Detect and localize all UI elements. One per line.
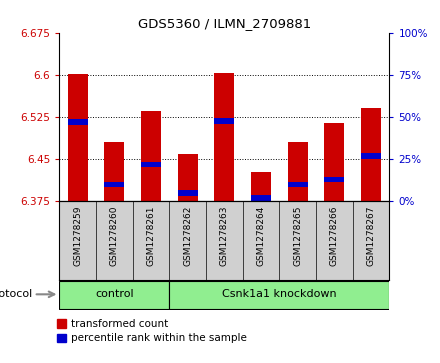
FancyBboxPatch shape (169, 281, 389, 309)
Legend: transformed count, percentile rank within the sample: transformed count, percentile rank withi… (52, 315, 251, 347)
Text: GSM1278260: GSM1278260 (110, 205, 119, 266)
Text: GSM1278264: GSM1278264 (257, 205, 266, 266)
Text: GSM1278259: GSM1278259 (73, 205, 82, 266)
Bar (68, 119, 88, 125)
Text: GSM1278261: GSM1278261 (147, 205, 156, 266)
Bar (104, 142, 125, 201)
Text: GSM1278262: GSM1278262 (183, 205, 192, 266)
Text: GSM1278263: GSM1278263 (220, 205, 229, 266)
Bar (324, 123, 345, 201)
Bar (324, 177, 345, 182)
Bar (178, 190, 198, 196)
Text: Csnk1a1 knockdown: Csnk1a1 knockdown (222, 289, 337, 299)
Text: protocol: protocol (0, 289, 32, 299)
Bar (68, 74, 88, 201)
Bar (214, 118, 235, 124)
Bar (178, 154, 198, 201)
Bar (104, 182, 125, 187)
Bar (141, 111, 161, 201)
Bar (251, 195, 271, 201)
Text: GSM1278265: GSM1278265 (293, 205, 302, 266)
Bar (214, 73, 235, 201)
Bar (288, 142, 308, 201)
Text: GSM1278267: GSM1278267 (367, 205, 376, 266)
Text: GSM1278266: GSM1278266 (330, 205, 339, 266)
Title: GDS5360 / ILMN_2709881: GDS5360 / ILMN_2709881 (138, 17, 311, 30)
Bar (361, 153, 381, 159)
Bar (288, 182, 308, 187)
FancyBboxPatch shape (59, 281, 169, 309)
Bar (141, 162, 161, 167)
Text: control: control (95, 289, 134, 299)
Bar (251, 172, 271, 201)
Bar (361, 107, 381, 201)
